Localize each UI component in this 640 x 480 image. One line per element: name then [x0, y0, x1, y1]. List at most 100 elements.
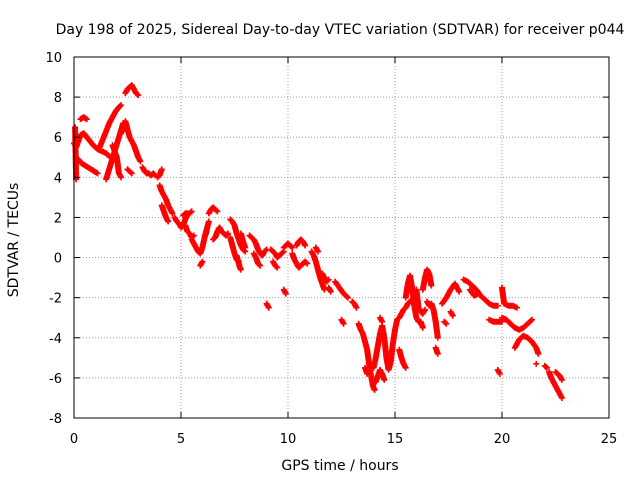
data-point [274, 264, 281, 271]
x-tick-label: 25 [601, 432, 618, 447]
data-point [118, 174, 125, 181]
y-tick-label: 10 [45, 51, 62, 66]
y-tick-label: -8 [49, 412, 62, 427]
x-axis-label: GPS time / hours [281, 458, 398, 474]
data-point [344, 294, 351, 301]
data-point [364, 370, 371, 377]
data-point [371, 386, 378, 393]
data-point [94, 170, 101, 177]
data-point [494, 302, 501, 309]
data-point [402, 364, 409, 371]
data-point [117, 103, 124, 110]
data-point [265, 304, 272, 311]
x-tick-label: 0 [70, 432, 78, 447]
data-point [242, 244, 249, 251]
data-point [314, 248, 321, 255]
data-point [449, 312, 456, 319]
data-point [528, 316, 535, 323]
data-point [340, 320, 347, 327]
data-point [304, 260, 311, 267]
data-point [203, 228, 210, 235]
data-point [190, 232, 197, 239]
y-axis-label: SDTVAR / TECUs [6, 183, 22, 298]
data-point [381, 376, 388, 383]
data-point [513, 304, 520, 311]
data-point [120, 120, 127, 127]
chart-title: Day 198 of 2025, Sidereal Day-to-day VTE… [56, 22, 625, 38]
data-point [257, 262, 264, 269]
x-tick-label: 10 [280, 432, 297, 447]
data-point [83, 116, 90, 123]
data-point [118, 102, 125, 109]
data-point [165, 218, 172, 225]
data-point [169, 210, 176, 217]
plot-frame [73, 56, 610, 419]
data-point [187, 209, 194, 216]
data-point [127, 169, 134, 176]
data-point [289, 244, 296, 251]
data-point [302, 242, 309, 249]
data-point [262, 247, 269, 254]
x-tick-label: 5 [177, 432, 185, 447]
data-point [379, 318, 386, 325]
data-point [324, 277, 331, 284]
data-point [158, 166, 165, 173]
data-point [428, 282, 435, 289]
data-point [137, 158, 144, 165]
y-tick-label: -2 [49, 292, 62, 307]
data-point [237, 266, 244, 273]
data-point [214, 208, 221, 215]
data-point [343, 293, 350, 300]
y-tick-label: 0 [54, 252, 62, 267]
x-tick-label: 20 [494, 432, 511, 447]
data-point [273, 263, 280, 270]
y-tick-label: 6 [54, 131, 62, 146]
data-point [353, 304, 360, 311]
data-point [205, 218, 212, 225]
data-point [421, 306, 428, 313]
data-point [475, 290, 482, 297]
data-points [71, 82, 565, 401]
y-tick-label: 8 [54, 91, 62, 106]
data-point [327, 288, 334, 295]
data-point [134, 91, 141, 98]
data-point [527, 317, 534, 324]
grid-lines [74, 57, 609, 418]
data-point [533, 360, 540, 367]
y-tick-label: 2 [54, 211, 62, 226]
data-point [128, 170, 135, 177]
data-point [496, 370, 503, 377]
x-tick-label: 15 [387, 432, 404, 447]
data-point [325, 276, 332, 283]
data-point [443, 320, 450, 327]
data-point [434, 334, 441, 341]
data-point [135, 92, 142, 99]
data-point [456, 288, 463, 295]
y-tick-label: 4 [54, 171, 62, 186]
data-point [199, 258, 206, 265]
data-point [442, 319, 449, 326]
y-tick-label: -4 [49, 332, 62, 347]
data-point [225, 230, 232, 237]
data-point [542, 363, 549, 370]
data-point [188, 208, 195, 215]
data-point [434, 350, 441, 357]
data-point [543, 364, 550, 371]
x-axis-ticks: 0 5 10 15 20 25 [70, 57, 617, 447]
data-point [288, 243, 295, 250]
data-point [535, 350, 542, 357]
y-tick-label: -6 [49, 372, 62, 387]
data-point [224, 231, 231, 238]
data-point [151, 171, 158, 178]
data-point [558, 376, 565, 383]
data-point [282, 290, 289, 297]
data-point [279, 249, 286, 256]
data-point [419, 324, 426, 331]
data-point [213, 207, 220, 214]
data-point [558, 394, 565, 401]
data-point [256, 261, 263, 268]
data-point [303, 259, 310, 266]
y-axis-ticks: -8 -6 -4 -2 0 2 4 6 8 10 [45, 51, 609, 427]
